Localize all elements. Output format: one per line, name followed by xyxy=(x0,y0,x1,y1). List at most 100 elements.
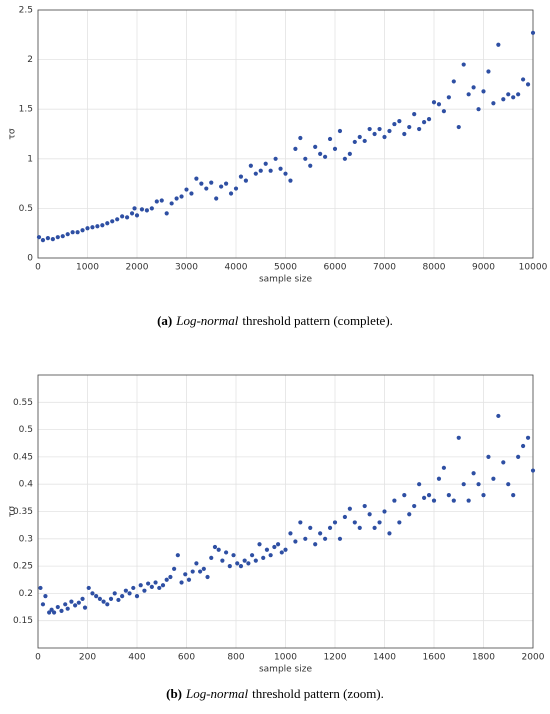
x-tick-label: 1000 xyxy=(274,653,297,663)
point xyxy=(431,498,437,503)
point xyxy=(491,101,496,106)
y-tick-label: 0.5 xyxy=(19,204,33,214)
point xyxy=(257,542,262,547)
point xyxy=(60,234,65,239)
point xyxy=(516,454,521,459)
point xyxy=(242,558,247,563)
point xyxy=(337,128,343,134)
point xyxy=(352,139,357,145)
point xyxy=(456,435,461,440)
point xyxy=(525,82,531,87)
point xyxy=(530,468,536,473)
point xyxy=(496,413,501,419)
y-tick-label: 0.2 xyxy=(19,589,33,599)
point xyxy=(288,178,293,183)
point xyxy=(129,211,135,216)
point xyxy=(377,520,382,525)
x-tick-label: 800 xyxy=(227,653,244,663)
x-tick-label: 1000 xyxy=(76,263,99,273)
x-tick-label: 1800 xyxy=(472,653,495,663)
point xyxy=(159,198,164,203)
point xyxy=(275,542,281,547)
point xyxy=(303,536,308,541)
point xyxy=(216,547,221,552)
point xyxy=(392,121,397,127)
point xyxy=(422,495,427,500)
point xyxy=(402,493,407,498)
x-tick-label: 2000 xyxy=(522,653,545,663)
point xyxy=(43,594,48,599)
point xyxy=(446,95,451,100)
point xyxy=(481,89,486,94)
point xyxy=(511,493,516,498)
point xyxy=(76,600,81,605)
point xyxy=(283,171,288,176)
point xyxy=(186,577,192,582)
x-tick-label: 1200 xyxy=(324,653,347,663)
y-tick-label: 0.4 xyxy=(19,480,34,490)
point xyxy=(392,498,397,503)
point xyxy=(40,238,46,243)
point xyxy=(227,564,232,569)
point xyxy=(372,525,377,530)
point xyxy=(387,128,392,134)
point xyxy=(417,126,422,132)
point xyxy=(293,539,298,544)
point xyxy=(123,588,128,593)
point xyxy=(288,531,293,536)
point xyxy=(94,594,99,599)
point xyxy=(183,572,188,577)
point xyxy=(100,223,105,228)
point xyxy=(382,509,387,514)
point xyxy=(49,607,54,612)
y-tick-label: 1 xyxy=(27,154,33,164)
point xyxy=(120,594,125,599)
point xyxy=(204,186,209,191)
point xyxy=(521,443,526,449)
point xyxy=(436,102,442,107)
x-tick-label: 1400 xyxy=(373,653,396,663)
point xyxy=(168,574,173,580)
point xyxy=(362,503,367,509)
point xyxy=(253,558,258,563)
point xyxy=(258,168,263,173)
point xyxy=(47,610,52,615)
point xyxy=(397,520,402,525)
point xyxy=(108,596,114,601)
caption-emphasis: Log-normal xyxy=(185,686,249,701)
point xyxy=(422,119,427,125)
point xyxy=(486,69,491,74)
point xyxy=(486,454,491,459)
point xyxy=(219,184,224,189)
point xyxy=(50,237,55,242)
point xyxy=(115,217,120,222)
point xyxy=(248,163,253,168)
point xyxy=(179,580,184,585)
point xyxy=(318,151,323,156)
point xyxy=(397,119,402,124)
point xyxy=(179,194,184,199)
x-tick-label: 200 xyxy=(79,653,96,663)
point xyxy=(332,146,338,151)
point xyxy=(298,135,303,141)
point xyxy=(461,482,466,487)
point xyxy=(263,161,268,166)
point xyxy=(441,465,446,470)
point xyxy=(253,171,258,176)
point xyxy=(205,574,210,580)
point xyxy=(342,156,347,161)
x-tick-label: 8000 xyxy=(423,263,446,273)
point xyxy=(303,156,308,161)
point xyxy=(65,606,70,611)
x-tick-label: 10000 xyxy=(519,263,548,273)
x-tick-label: 6000 xyxy=(324,263,347,273)
point xyxy=(283,547,288,552)
point xyxy=(332,520,338,525)
point xyxy=(149,206,154,211)
point xyxy=(407,512,412,517)
x-tick-label: 3000 xyxy=(175,263,198,273)
y-tick-label: 0.5 xyxy=(19,425,33,435)
y-tick-label: 0.45 xyxy=(13,452,33,462)
point xyxy=(506,482,511,487)
point xyxy=(154,199,159,204)
